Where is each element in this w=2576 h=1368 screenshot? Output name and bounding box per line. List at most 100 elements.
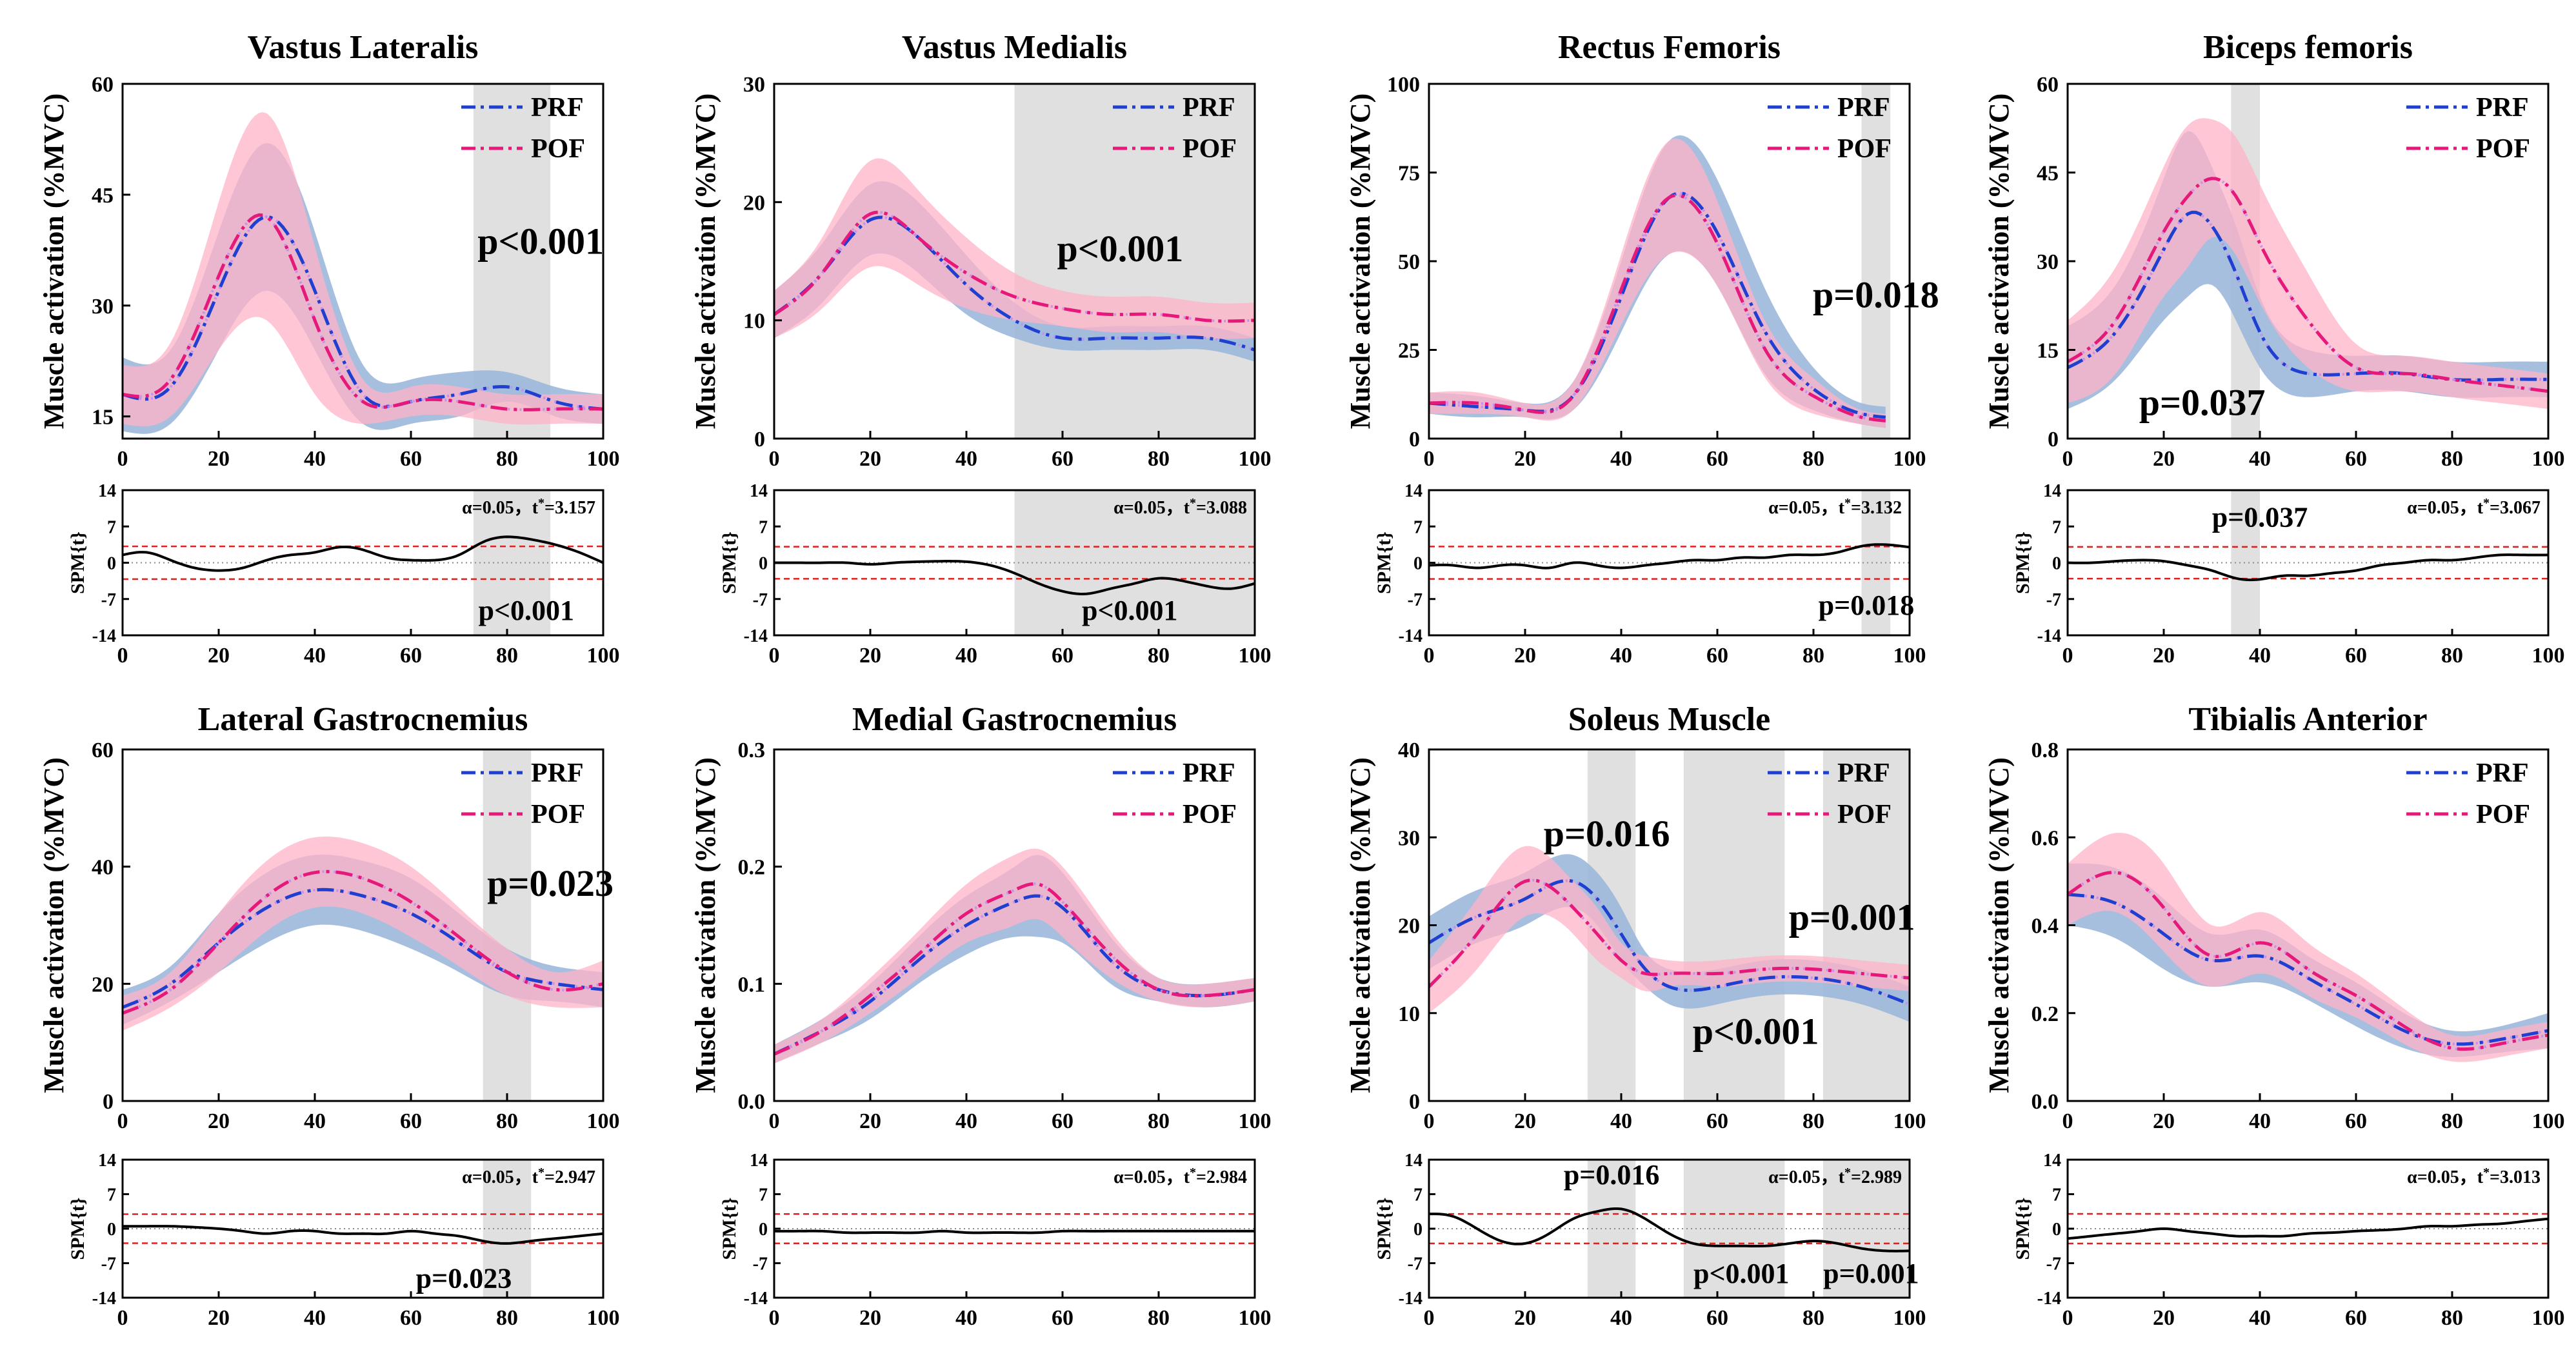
spm-critical-label: α=0.05，t*=2.989 — [1768, 1165, 1902, 1187]
spm-critical-value: =3.067 — [2490, 498, 2541, 518]
spm-p-value-label: p<0.001 — [1693, 1258, 1790, 1289]
spm-x-tick-label: 80 — [1802, 644, 1824, 668]
prf-mean-line — [1428, 191, 1886, 419]
spm-x-tick-label: 0 — [769, 644, 780, 668]
spm-x-tick-label: 80 — [1802, 1306, 1824, 1330]
y-tick-label: 10 — [1398, 1002, 1420, 1026]
y-tick-label: 20 — [92, 973, 114, 996]
pof-sd-band — [2068, 118, 2548, 410]
x-tick-label: 100 — [2532, 1109, 2565, 1133]
chart-title: Biceps femoris — [2203, 29, 2413, 66]
spm-critical-value: =2.947 — [544, 1167, 595, 1187]
spm-x-tick-label: 40 — [2249, 644, 2271, 668]
legend-label-pof: POF — [2476, 134, 2530, 164]
p-value-label: p=0.001 — [1789, 896, 1915, 938]
y-tick-label: 60 — [92, 739, 114, 762]
spm-y-tick-label: 7 — [2052, 1185, 2061, 1205]
spm-x-tick-label: 20 — [2153, 644, 2175, 668]
y-tick-label: 45 — [2037, 162, 2059, 186]
x-tick-label: 0 — [117, 447, 128, 471]
y-tick-label: 15 — [2037, 339, 2059, 363]
x-tick-label: 40 — [955, 447, 977, 471]
p-value-label: p<0.001 — [477, 221, 604, 263]
x-tick-label: 20 — [208, 447, 230, 471]
pof-sd-band — [774, 158, 1255, 339]
spm-p-value-label: p<0.001 — [479, 595, 575, 626]
prf-mean-line — [2067, 893, 2549, 1046]
spm-critical-value: =3.157 — [544, 498, 595, 518]
spm-y-tick-label: -14 — [92, 1289, 116, 1309]
spm-critical-star: * — [2483, 1165, 2490, 1180]
spm-x-tick-label: 60 — [1052, 1306, 1073, 1330]
spm-x-tick-label: 20 — [859, 644, 881, 668]
x-tick-label: 100 — [2532, 447, 2565, 471]
spm-p-value-label: p<0.001 — [1082, 595, 1178, 626]
spm-y-tick-label: 0 — [759, 554, 768, 574]
prf-mean-line — [773, 894, 1255, 1056]
spm-x-tick-label: 100 — [2532, 644, 2565, 668]
spm-y-tick-label: -7 — [753, 590, 768, 610]
y-tick-label: 25 — [1398, 339, 1420, 363]
spm-y-tick-label: 0 — [107, 1220, 116, 1240]
spm-y-tick-label: 14 — [1404, 481, 1423, 501]
pof-sd-band — [123, 837, 603, 1031]
spm-y-tick-label: 7 — [2052, 517, 2061, 537]
chart-title: Vastus Medialis — [902, 29, 1127, 66]
pof-mean-line — [1428, 878, 1910, 988]
panel-medial-gastrocnemius: Medial Gastrocnemius 0.0 0.1 0.2 0.3 0 20 40 60 8… — [690, 701, 1272, 1330]
spm-y-tick-label: 0 — [759, 1220, 768, 1240]
spm-y-tick-label: 0 — [1413, 1220, 1423, 1240]
spm-critical-prefix: α=0.05，t — [2407, 1167, 2484, 1187]
x-tick-label: 0 — [769, 1109, 780, 1133]
panel-tibialis-anterior: Tibialis Anterior 0.0 0.2 0.4 0.6 0.8 0 20 40 60 8… — [1983, 701, 2565, 1330]
pof-sd-band — [1429, 138, 1886, 428]
y-tick-label: 0 — [2048, 428, 2059, 451]
x-tick-label: 0 — [769, 447, 780, 471]
pof-mean-line — [774, 882, 1255, 1056]
spm-y-tick-label: 0 — [107, 554, 116, 574]
pof-sd-band — [123, 112, 603, 426]
spm-critical-label: α=0.05，t*=3.067 — [2407, 496, 2541, 518]
spm-y-tick-label: 0 — [1413, 554, 1423, 574]
spm-t-curve — [774, 560, 1255, 596]
spm-y-tick-label: 14 — [1404, 1151, 1423, 1171]
x-tick-label: 60 — [2345, 447, 2367, 471]
y-tick-label: 20 — [1398, 915, 1420, 938]
spm-critical-prefix: α=0.05，t — [1113, 1167, 1190, 1187]
pof-mean-dots — [122, 870, 604, 1015]
p-value-label: p=0.016 — [1544, 813, 1670, 855]
spm-p-value-label: p=0.001 — [1823, 1258, 1919, 1289]
prf-mean-line — [122, 887, 604, 1009]
legend-label-prf: PRF — [531, 758, 584, 788]
spm-y-axis-label: SPM{t} — [719, 531, 740, 594]
legend-label-prf: PRF — [1837, 758, 1890, 788]
spm-critical-label: α=0.05，t*=3.013 — [2407, 1165, 2541, 1187]
x-tick-label: 40 — [1610, 447, 1632, 471]
prf-mean-dots — [122, 215, 604, 411]
spm-critical-prefix: α=0.05，t — [462, 498, 539, 518]
spm-x-tick-label: 100 — [1893, 644, 1926, 668]
spm-t-curve — [122, 535, 604, 572]
x-tick-label: 0 — [117, 1109, 128, 1133]
x-tick-label: 20 — [2153, 447, 2175, 471]
spm-x-tick-label: 0 — [117, 1306, 128, 1330]
panel-vastus-lateralis: Vastus Lateralis 15 30 45 60 0 20 40 60 80 100 Musc… — [38, 29, 620, 668]
y-tick-label: 20 — [743, 191, 765, 215]
panel-vastus-medialis: Vastus Medialis 0 10 20 30 0 20 40 60 80 100 Muscle… — [690, 29, 1272, 668]
spm-x-tick-label: 80 — [1148, 644, 1170, 668]
spm-t-curve — [2067, 553, 2549, 582]
spm-y-tick-label: 7 — [107, 517, 116, 537]
x-tick-label: 20 — [859, 447, 881, 471]
y-tick-label: 0.3 — [738, 739, 766, 762]
spm-y-tick-label: -14 — [744, 1289, 768, 1309]
spm-x-tick-label: 20 — [2153, 1306, 2175, 1330]
y-axis-label: Muscle activation (%MVC) — [38, 757, 70, 1093]
spm-x-tick-label: 100 — [587, 644, 620, 668]
spm-x-tick-label: 40 — [2249, 1306, 2271, 1330]
legend-label-pof: POF — [1837, 134, 1892, 164]
y-tick-label: 0 — [1409, 428, 1420, 451]
spm-critical-star: * — [1190, 496, 1196, 510]
spm-y-tick-label: -14 — [1399, 626, 1423, 646]
x-tick-label: 80 — [1802, 447, 1824, 471]
x-tick-label: 80 — [496, 1109, 518, 1133]
